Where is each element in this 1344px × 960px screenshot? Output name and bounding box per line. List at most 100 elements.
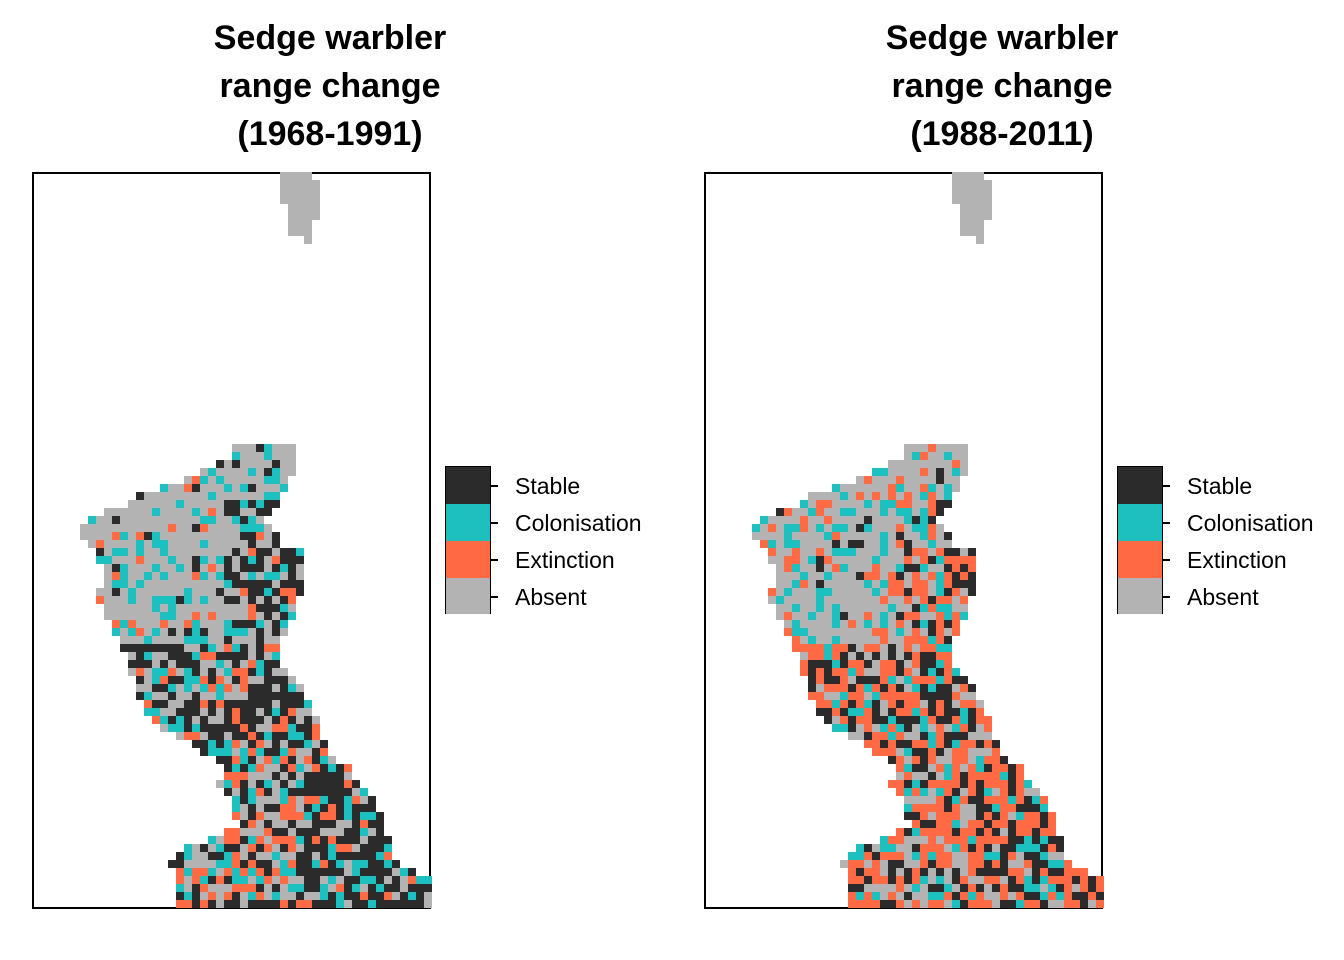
map-cell-colonisation: [840, 692, 848, 700]
map-cell-absent: [200, 500, 208, 508]
map-cell-extinction: [936, 620, 944, 628]
map-cell-stable: [312, 884, 320, 892]
map-cell-absent: [888, 524, 896, 532]
map-cell-extinction: [128, 620, 136, 628]
map-cell-absent: [216, 620, 224, 628]
map-cell-absent: [192, 860, 200, 868]
map-cell-stable: [352, 876, 360, 884]
map-cell-colonisation: [288, 612, 296, 620]
map-cell-extinction: [888, 580, 896, 588]
map-cell-absent: [256, 852, 264, 860]
map-cell-absent: [776, 564, 784, 572]
map-cell-absent: [896, 748, 904, 756]
map-cell-absent: [912, 836, 920, 844]
map-cell-stable: [248, 596, 256, 604]
map-cell-colonisation: [112, 580, 120, 588]
map-cell-absent: [216, 900, 224, 908]
map-cell-colonisation: [224, 748, 232, 756]
map-cell-stable: [368, 884, 376, 892]
map-cell-absent: [880, 572, 888, 580]
map-cell-absent: [240, 460, 248, 468]
map-cell-extinction: [248, 860, 256, 868]
map-cell-extinction: [240, 676, 248, 684]
map-cell-absent: [984, 188, 992, 196]
map-cell-colonisation: [152, 596, 160, 604]
map-cell-extinction: [1040, 868, 1048, 876]
map-cell-extinction: [912, 900, 920, 908]
map-cell-stable: [216, 724, 224, 732]
map-cell-stable: [192, 740, 200, 748]
map-cell-stable: [256, 636, 264, 644]
map-panel-left: Sedge warbler range change (1968-1991) S…: [32, 19, 642, 909]
map-cell-absent: [960, 188, 968, 196]
map-cell-absent: [976, 220, 984, 228]
map-cell-extinction: [288, 804, 296, 812]
map-cell-stable: [224, 756, 232, 764]
map-cell-stable: [920, 668, 928, 676]
map-cell-absent: [952, 684, 960, 692]
map-cell-stable: [992, 812, 1000, 820]
map-cell-colonisation: [272, 468, 280, 476]
map-cell-extinction: [1024, 820, 1032, 828]
map-cell-stable: [192, 660, 200, 668]
map-cell-stable: [288, 756, 296, 764]
map-cell-absent: [824, 612, 832, 620]
map-cell-absent: [248, 476, 256, 484]
map-cell-absent: [104, 564, 112, 572]
map-cell-stable: [256, 548, 264, 556]
map-cell-extinction: [976, 772, 984, 780]
map-cell-extinction: [904, 500, 912, 508]
map-cell-absent: [264, 460, 272, 468]
map-cell-absent: [912, 492, 920, 500]
map-cell-absent: [152, 548, 160, 556]
map-cell-absent: [240, 636, 248, 644]
map-cell-absent: [864, 636, 872, 644]
map-cell-stable: [1008, 828, 1016, 836]
map-cell-colonisation: [928, 484, 936, 492]
map-cell-stable: [168, 676, 176, 684]
map-cell-extinction: [992, 764, 1000, 772]
map-cell-extinction: [848, 900, 856, 908]
map-cell-absent: [280, 668, 288, 676]
map-cell-stable: [288, 716, 296, 724]
map-cell-absent: [248, 508, 256, 516]
map-cell-colonisation: [160, 572, 168, 580]
map-cell-stable: [856, 884, 864, 892]
map-cell-absent: [952, 860, 960, 868]
map-cell-extinction: [1048, 844, 1056, 852]
map-cell-absent: [872, 524, 880, 532]
map-cell-colonisation: [824, 532, 832, 540]
map-cell-colonisation: [216, 476, 224, 484]
map-cell-stable: [304, 876, 312, 884]
map-cell-stable: [264, 788, 272, 796]
map-cell-absent: [960, 604, 968, 612]
map-cell-extinction: [1064, 876, 1072, 884]
map-cell-extinction: [160, 676, 168, 684]
map-cell-absent: [152, 492, 160, 500]
map-cell-absent: [792, 572, 800, 580]
map-cell-colonisation: [920, 524, 928, 532]
map-cell-absent: [760, 524, 768, 532]
map-cell-absent: [296, 572, 304, 580]
map-cell-stable: [328, 868, 336, 876]
map-cell-colonisation: [808, 636, 816, 644]
map-cell-colonisation: [880, 836, 888, 844]
map-cell-absent: [888, 884, 896, 892]
map-cell-stable: [296, 860, 304, 868]
map-cell-stable: [288, 580, 296, 588]
map-cell-stable: [976, 812, 984, 820]
map-cell-stable: [192, 668, 200, 676]
map-cell-extinction: [216, 876, 224, 884]
map-cell-absent: [296, 212, 304, 220]
map-cell-stable: [376, 876, 384, 884]
map-cell-extinction: [816, 644, 824, 652]
map-cell-extinction: [112, 620, 120, 628]
map-cell-absent: [296, 748, 304, 756]
map-cell-stable: [256, 588, 264, 596]
map-cell-extinction: [864, 900, 872, 908]
map-cell-absent: [216, 836, 224, 844]
map-cell-extinction: [928, 676, 936, 684]
map-cell-stable: [312, 868, 320, 876]
map-cell-absent: [112, 596, 120, 604]
map-cell-absent: [944, 724, 952, 732]
